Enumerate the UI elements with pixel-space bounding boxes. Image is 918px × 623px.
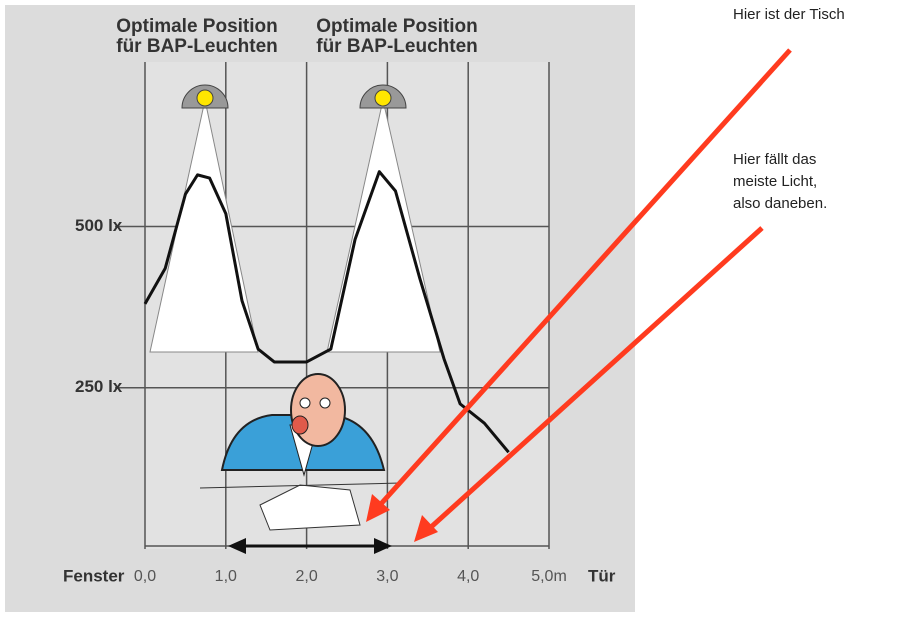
x-label-right: Tür — [588, 566, 616, 585]
x-tick-label: 1,0 — [215, 568, 237, 585]
title: für BAP-Leuchten — [116, 36, 278, 57]
title: Optimale Position — [316, 16, 478, 37]
y-tick-label: 250 lx — [75, 377, 123, 396]
width-arrow — [228, 538, 392, 554]
annotation: meiste Licht, — [733, 173, 817, 190]
annotation: also daneben. — [733, 195, 827, 212]
x-tick-label: 0,0 — [134, 568, 156, 585]
red-arrows — [366, 48, 792, 542]
title: Optimale Position — [116, 16, 278, 37]
x-tick-label: 3,0 — [376, 568, 398, 585]
light-cone — [326, 99, 441, 353]
x-label-left: Fenster — [63, 566, 125, 585]
x-tick-label: 5,0m — [531, 568, 567, 585]
annotation: Hier ist der Tisch — [733, 6, 845, 23]
illuminance-line — [143, 170, 510, 454]
x-tick-label: 2,0 — [295, 568, 317, 585]
annotation: Hier fällt das — [733, 151, 816, 168]
title: für BAP-Leuchten — [316, 36, 478, 57]
person — [199, 373, 401, 531]
y-tick-label: 500 lx — [75, 216, 123, 235]
curve-group — [143, 170, 510, 454]
x-tick-label: 4,0 — [457, 568, 479, 585]
lamp — [181, 84, 407, 109]
